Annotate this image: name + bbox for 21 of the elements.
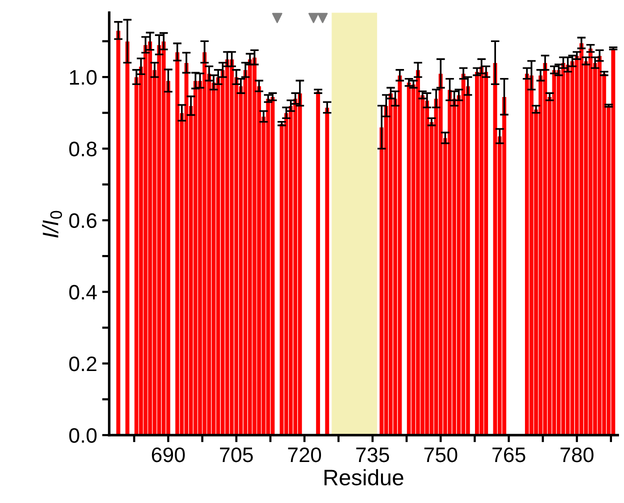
x-tick-label: 690 bbox=[152, 447, 185, 462]
bar bbox=[316, 91, 321, 436]
bar bbox=[174, 52, 180, 436]
x-tick-label: 705 bbox=[220, 447, 253, 462]
x-tick-label: 780 bbox=[560, 447, 594, 462]
x-tick-label: 750 bbox=[424, 447, 458, 462]
y-tick-label: 0.0 bbox=[69, 428, 97, 443]
y-tick-label: 0.6 bbox=[69, 213, 96, 228]
y-axis-title: I/I$_{0}$ bbox=[42, 210, 62, 238]
y-tick-label: 1.0 bbox=[70, 70, 97, 85]
bar bbox=[124, 40, 130, 436]
x-axis-title: Residue bbox=[324, 469, 404, 486]
y-tick-label: 0.8 bbox=[69, 142, 96, 156]
x-tick-label: 765 bbox=[492, 447, 526, 462]
bar bbox=[324, 107, 330, 436]
bar bbox=[116, 30, 121, 436]
y-tick-label: 0.2 bbox=[69, 356, 96, 372]
x-tick-label: 735 bbox=[356, 447, 390, 462]
x-tick-label: 720 bbox=[288, 447, 322, 462]
bar bbox=[297, 92, 302, 436]
y-tick-label: 0.4 bbox=[69, 284, 97, 300]
